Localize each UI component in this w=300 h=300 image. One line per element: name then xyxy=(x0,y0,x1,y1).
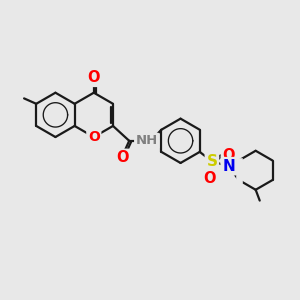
Text: O: O xyxy=(203,171,215,186)
Text: O: O xyxy=(88,70,100,86)
Text: O: O xyxy=(116,150,129,165)
Text: N: N xyxy=(222,159,235,174)
Text: S: S xyxy=(206,154,218,169)
Text: NH: NH xyxy=(136,134,158,147)
Text: O: O xyxy=(88,130,100,144)
Text: O: O xyxy=(222,148,235,164)
